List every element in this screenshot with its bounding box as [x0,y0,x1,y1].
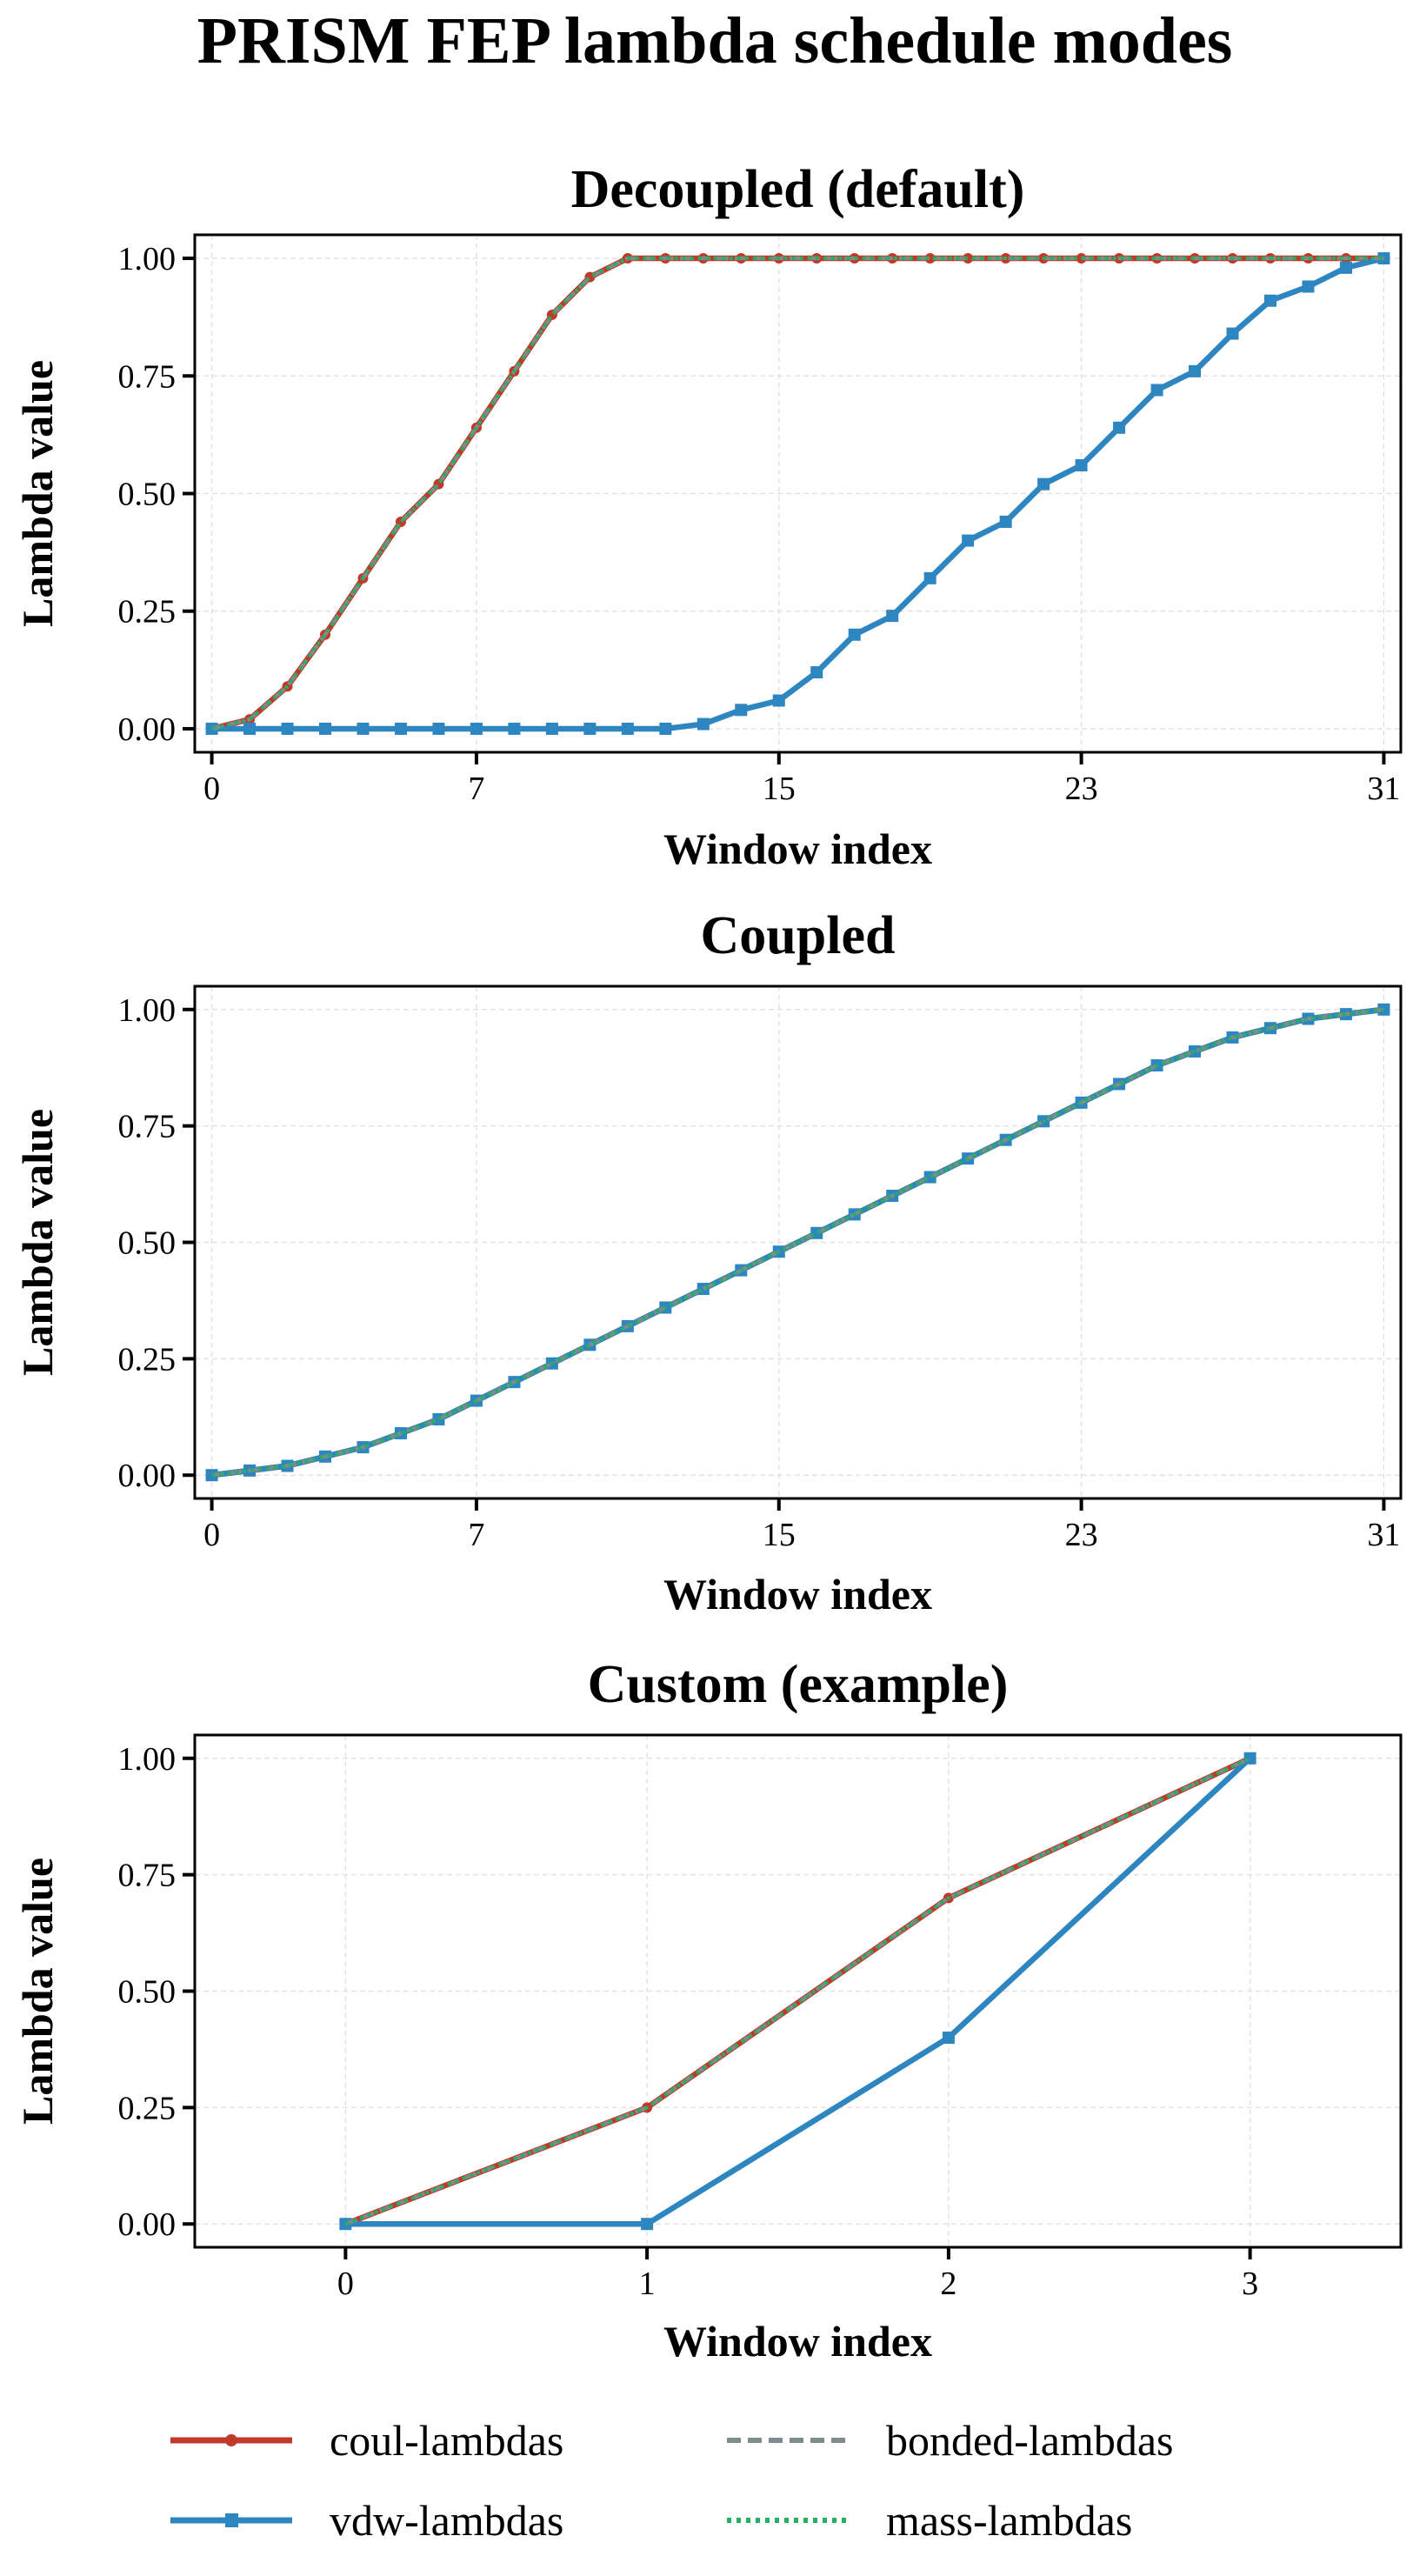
x-tick-label: 7 [468,771,484,807]
y-tick-label: 1.00 [118,1741,177,1778]
y-tick-label: 0.00 [118,2206,177,2243]
legend-label: mass-lambdas [886,2496,1132,2545]
y-tick-label: 0.75 [118,358,177,395]
vdw-point [923,571,936,584]
vdw-point [962,534,975,547]
series-line-mass [211,257,1384,731]
vdw-point [848,628,861,641]
figure-title: PRISM FEP lambda schedule modes [197,4,1233,77]
series-line-vdw [345,1756,1252,2227]
vdw-point [470,722,483,735]
vdw-point [1226,327,1239,340]
y-tick-label: 0.25 [118,2090,177,2126]
y-tick-label: 0.75 [118,1109,177,1145]
x-tick-label: 15 [763,771,796,807]
vdw-point [1150,384,1163,397]
legend-marker-circle [225,2434,237,2446]
vdw-point [1302,280,1315,293]
x-axis-label: Window index [663,1570,932,1618]
vdw-point [1075,459,1088,472]
subplot-3: 0 1 2 3 0.00 0.25 0.50 0.75 1.00 Custom (example)… [13,1655,1403,2366]
y-tick-label: 0.25 [118,594,177,631]
vdw-point [999,515,1012,528]
x-tick-label: 0 [203,1517,220,1553]
y-axis-label: Lambda value [13,1858,62,2125]
legend-label: vdw-lambdas [330,2496,563,2545]
vdw-point [1113,421,1126,434]
subplot-title: Custom (example) [588,1655,1009,1714]
subplot-title: Decoupled (default) [571,160,1025,219]
y-tick-label: 0.50 [118,1225,177,1262]
legend-label: bonded-lambdas [886,2416,1173,2465]
x-tick-label: 31 [1367,771,1400,807]
x-axis-label: Window index [663,824,932,873]
coul-point [963,253,974,264]
x-tick-label: 7 [468,1517,484,1553]
vdw-point [942,2032,955,2045]
vdw-point [1339,261,1352,274]
legend-marker-square [225,2513,238,2527]
y-tick-label: 0.00 [118,1458,177,1494]
y-axis-label: Lambda value [13,1109,62,1376]
vdw-point [641,2218,654,2231]
vdw-point [432,722,445,735]
subplot-title: Coupled [701,906,896,965]
x-tick-label: 0 [203,771,220,807]
y-tick-label: 0.25 [118,1341,177,1378]
legend-item-vdw: vdw-lambdas [170,2496,563,2545]
vdw-point [1037,477,1050,491]
y-tick-label: 0.50 [118,1974,177,2011]
x-tick-label: 23 [1065,1517,1098,1553]
vdw-point [243,722,257,735]
vdw-point [1263,294,1276,307]
series-line-vdw [211,255,1385,732]
y-tick-label: 0.00 [118,711,177,748]
x-tick-label: 15 [763,1517,796,1553]
x-tick-label: 1 [639,2266,656,2302]
x-axis-label: Window index [663,2317,932,2366]
vdw-point [1189,364,1202,377]
vdw-point [583,722,597,735]
legend-item-bonded: bonded-lambdas [727,2416,1173,2465]
x-tick-label: 3 [1242,2266,1258,2302]
x-tick-label: 23 [1065,771,1098,807]
y-tick-label: 0.75 [118,1858,177,1894]
vdw-point [735,704,748,717]
series-line-coul [344,1755,1251,2227]
vdw-point [357,722,370,735]
series-line-mass [211,1007,1384,1478]
vdw-point [697,717,710,731]
vdw-point [281,722,294,735]
vdw-point [508,722,521,735]
legend-item-mass: mass-lambdas [727,2496,1132,2545]
subplot-1: 0 7 15 23 31 0.00 0.25 0.50 0.75 1.00 Decoupled (d… [13,160,1403,873]
vdw-point [394,722,407,735]
vdw-point [319,722,332,735]
coul-point [1076,253,1087,264]
vdw-point [621,722,634,735]
series-line-bonded [211,1007,1384,1478]
y-tick-label: 1.00 [118,241,177,277]
x-tick-label: 31 [1367,1517,1400,1553]
x-tick-label: 0 [337,2266,354,2302]
y-axis-label: Lambda value [13,360,62,627]
vdw-point [772,694,785,707]
subplot-2: 0 7 15 23 31 0.00 0.25 0.50 0.75 1.00 Coupled Windo… [13,906,1403,1618]
vdw-point [545,722,558,735]
vdw-point [886,610,899,623]
x-tick-label: 2 [940,2266,956,2302]
legend-label: coul-lambdas [330,2416,563,2465]
y-tick-label: 1.00 [118,992,177,1029]
vdw-point [659,722,672,735]
y-tick-label: 0.50 [118,477,177,513]
coul-point [924,253,936,264]
legend: coul-lambdas vdw-lambdas bonded-lambdas mas… [170,2416,1173,2545]
legend-item-coul: coul-lambdas [170,2416,563,2465]
vdw-point [810,666,823,679]
